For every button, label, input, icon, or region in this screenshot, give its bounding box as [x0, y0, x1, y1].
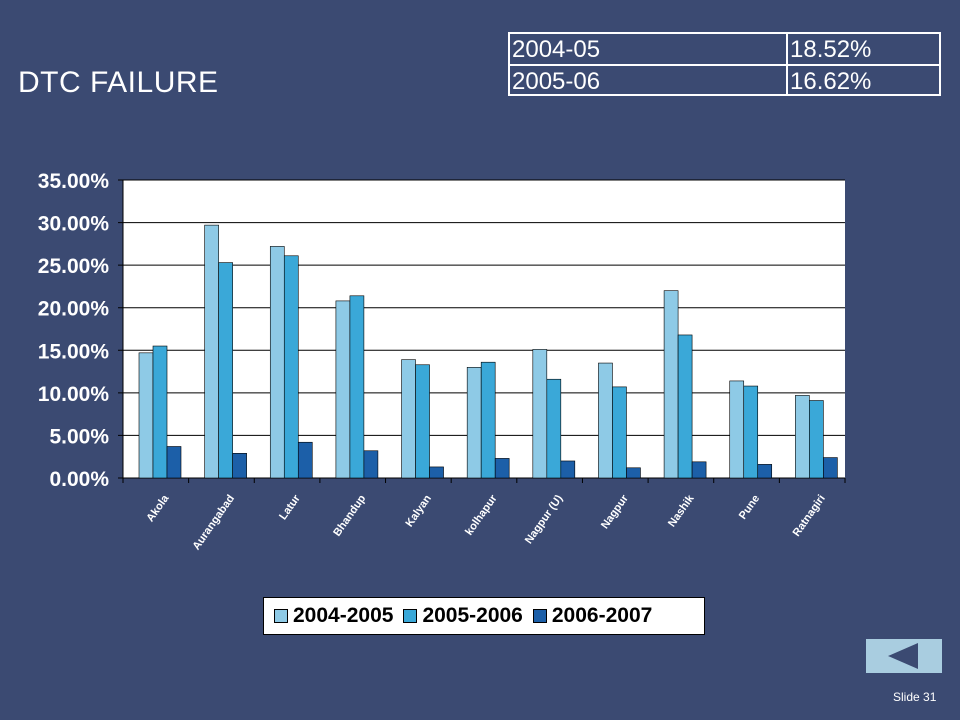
back-button[interactable]	[866, 639, 942, 673]
bar	[598, 362, 613, 479]
legend-label: 2004-2005	[293, 604, 394, 627]
chart-legend: 2004-2005 2005-2006 2006-2007	[263, 597, 705, 635]
bar	[809, 400, 824, 479]
table-divider-horizontal	[510, 64, 939, 66]
bar	[401, 359, 416, 479]
x-tick-label: Pune	[737, 493, 762, 522]
bar	[166, 446, 182, 479]
y-tick-label: 10.00%	[38, 383, 110, 406]
bar	[757, 464, 773, 479]
x-tick-label: Nashik	[666, 492, 697, 529]
bar	[729, 380, 745, 479]
bar	[269, 246, 285, 479]
table-row: 2005-06 16.62%	[510, 66, 939, 96]
summary-table: 2004-05 18.52% 2005-06 16.62%	[508, 32, 941, 96]
bar	[691, 461, 707, 479]
bar	[532, 349, 548, 479]
bar	[232, 453, 247, 479]
bar	[546, 378, 562, 479]
bar	[480, 361, 496, 479]
bar-chart: 0.00% 5.00% 10.00% 15.00% 20.00% 25.00% 30.00%…	[38, 170, 846, 552]
table-cell-value: 16.62%	[790, 68, 872, 95]
y-tick-label: 15.00%	[38, 340, 110, 363]
bar	[218, 262, 233, 479]
triangle-left-icon	[888, 643, 918, 669]
legend-item: 2006-2007	[532, 604, 653, 628]
x-tick-label: Bhandup	[331, 493, 368, 539]
bar	[823, 457, 838, 479]
bar	[349, 295, 365, 479]
y-tick-label: 30.00%	[38, 213, 110, 236]
bar	[415, 364, 430, 479]
x-tick-label: Ratnagiri	[791, 493, 828, 539]
x-tick-label: Akola	[144, 492, 172, 524]
bar	[494, 458, 510, 479]
x-tick-label: Aurangabad	[190, 493, 237, 552]
x-tick-label: Latur	[277, 492, 303, 522]
bar	[429, 466, 444, 479]
legend-item: 2005-2006	[403, 604, 523, 628]
x-tick-label: Nagpur (U)	[523, 493, 566, 547]
bar	[663, 290, 679, 479]
bar	[363, 450, 379, 479]
bar	[204, 224, 219, 479]
y-tick-label: 20.00%	[38, 298, 110, 321]
bar	[612, 386, 627, 479]
bar	[626, 467, 641, 479]
legend-swatch-2005-2006	[403, 609, 418, 623]
table-cell-value: 18.52%	[790, 36, 872, 63]
legend-item: 2004-2005	[274, 604, 393, 628]
legend-swatch-2006-2007	[532, 609, 547, 623]
bar	[466, 367, 482, 479]
y-tick-label: 35.00%	[38, 170, 110, 193]
x-tick-label: Kalyan	[403, 493, 434, 530]
y-tick-label: 0.00%	[49, 468, 109, 491]
x-tick-label: Nagpur	[599, 492, 631, 531]
bar	[677, 334, 693, 479]
y-tick-label: 5.00%	[49, 425, 109, 448]
bar	[743, 385, 759, 479]
slide-title: DTC FAILURE	[18, 66, 219, 99]
bar	[283, 255, 299, 479]
bar	[795, 395, 810, 479]
y-tick-label: 25.00%	[38, 255, 110, 278]
legend-swatch-2004-2005	[274, 609, 288, 623]
x-tick-label: kolhapur	[463, 492, 500, 538]
table-cell-year: 2005-06	[512, 68, 601, 95]
bar	[560, 460, 576, 479]
bar	[152, 345, 168, 479]
bar	[138, 352, 154, 479]
bar	[335, 300, 351, 479]
legend-label: 2006-2007	[551, 604, 653, 627]
bar	[297, 441, 313, 479]
slide-number: Slide 31	[893, 690, 937, 704]
table-cell-year: 2004-05	[512, 36, 601, 63]
legend-label: 2005-2006	[422, 604, 523, 627]
table-row: 2004-05 18.52%	[510, 34, 939, 64]
